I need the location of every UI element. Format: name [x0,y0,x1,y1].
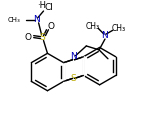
Text: CH₃: CH₃ [85,22,99,31]
Text: N: N [33,15,40,24]
Text: N: N [70,52,77,61]
Text: O: O [24,33,31,42]
Text: Cl: Cl [44,3,53,12]
Text: S: S [71,74,76,83]
Text: CH₃: CH₃ [112,24,126,33]
Text: CH₃: CH₃ [7,17,20,23]
Text: ·H: ·H [37,1,46,10]
Text: S: S [40,33,45,42]
Text: N: N [102,31,108,40]
Text: O: O [48,22,55,31]
